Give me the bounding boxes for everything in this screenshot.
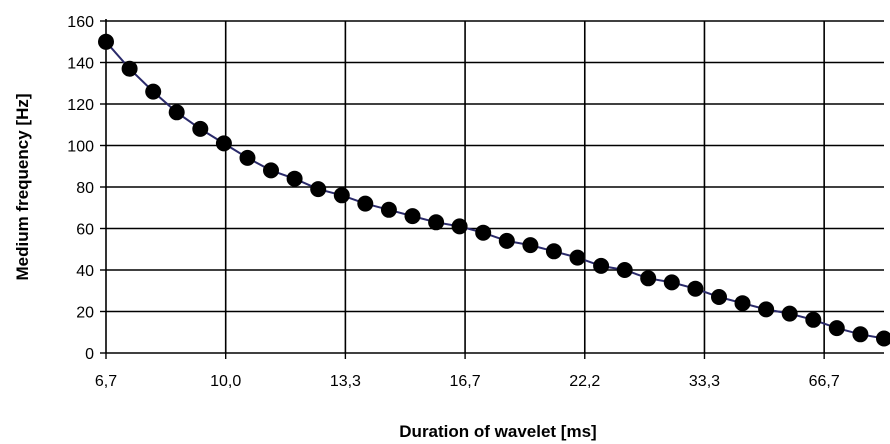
data-point <box>286 170 303 187</box>
data-point <box>380 201 397 218</box>
y-tick-label: 80 <box>76 180 94 197</box>
x-axis-title: Duration of wavelet [ms] <box>399 422 596 441</box>
series-line <box>105 41 885 340</box>
data-point <box>451 218 468 235</box>
x-tick-label: 33,3 <box>689 373 720 390</box>
data-point <box>758 301 775 318</box>
data-point <box>687 280 704 297</box>
data-point <box>98 33 114 50</box>
y-tick-label: 160 <box>67 14 94 31</box>
y-tick-label: 120 <box>67 97 94 114</box>
data-point <box>310 181 327 198</box>
data-point <box>616 262 633 278</box>
x-tick-label: 10,0 <box>210 373 241 390</box>
data-point <box>805 311 822 328</box>
data-point <box>711 289 727 305</box>
y-tick-label: 100 <box>67 139 94 156</box>
y-tick-label: 60 <box>76 222 94 239</box>
data-point <box>569 249 586 266</box>
data-point <box>781 305 798 322</box>
data-point <box>263 162 279 179</box>
data-point <box>522 237 539 254</box>
data-point <box>876 330 890 347</box>
x-tick-label: 16,7 <box>450 373 481 390</box>
data-point <box>640 270 657 287</box>
data-point <box>168 104 185 121</box>
data-point <box>192 120 209 137</box>
data-point <box>121 60 138 77</box>
data-point <box>593 257 610 274</box>
data-point <box>545 243 562 260</box>
data-point <box>239 149 256 166</box>
y-tick-label: 20 <box>76 305 94 322</box>
data-point <box>475 224 492 241</box>
x-tick-label: 13,3 <box>330 373 361 390</box>
x-tick-labels: 6,7 10,0 13,3 16,7 22,2 33,3 66,7 <box>95 373 840 390</box>
y-tick-label: 40 <box>76 263 94 280</box>
data-point <box>145 83 162 100</box>
data-point <box>663 274 680 291</box>
data-point <box>428 214 445 231</box>
data-point <box>215 135 232 152</box>
x-tick-label: 22,2 <box>569 373 600 390</box>
data-point <box>734 295 751 312</box>
y-tick-label: 0 <box>85 346 94 363</box>
data-point <box>333 187 350 204</box>
axes <box>100 19 884 359</box>
data-point <box>828 320 845 337</box>
y-axis-title: Medium frequency [Hz] <box>13 93 32 280</box>
grid-lines <box>106 20 884 353</box>
data-point <box>498 232 515 249</box>
x-tick-label: 6,7 <box>95 373 117 390</box>
data-point <box>852 326 869 343</box>
y-tick-labels: 0 20 40 60 80 100 120 140 160 <box>67 14 94 363</box>
data-point <box>357 195 374 212</box>
data-point <box>404 208 421 225</box>
y-tick-label: 140 <box>67 56 94 73</box>
data-markers <box>98 33 890 347</box>
x-tick-label: 66,7 <box>809 373 840 390</box>
